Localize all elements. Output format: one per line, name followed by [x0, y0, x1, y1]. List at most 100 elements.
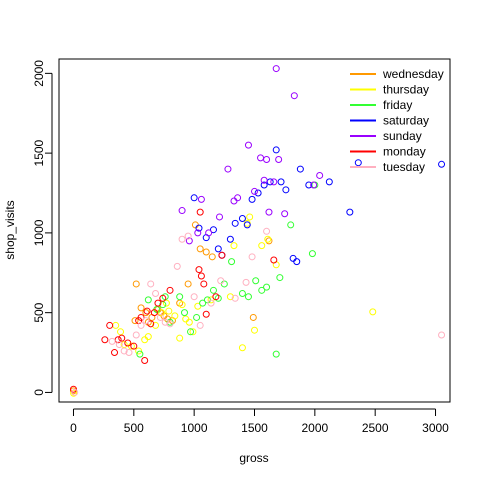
data-point-saturday [438, 160, 446, 168]
data-point-saturday [354, 159, 362, 167]
data-point-friday [258, 286, 266, 294]
data-point-saturday [272, 146, 280, 154]
data-point-saturday [325, 178, 333, 186]
data-point-monday [154, 299, 162, 307]
y-tick-label: 1500 [32, 139, 46, 166]
data-point-monday [118, 334, 126, 342]
data-point-thursday [176, 334, 184, 342]
data-point-wednesday [208, 253, 216, 261]
data-point-thursday [194, 302, 202, 310]
legend-label-friday: friday [383, 98, 412, 112]
data-point-friday [287, 221, 295, 229]
data-point-monday [124, 339, 132, 347]
data-point-sunday [185, 237, 193, 245]
data-point-friday [252, 277, 260, 285]
data-point-friday [308, 250, 316, 258]
data-point-thursday [158, 309, 166, 317]
data-point-saturday [231, 219, 239, 227]
x-tick-label: 500 [124, 421, 144, 435]
y-tick-label: 500 [32, 302, 46, 322]
data-point-monday [143, 307, 151, 315]
data-point-saturday [243, 221, 251, 229]
data-point-sunday [272, 65, 280, 73]
data-point-friday [209, 286, 217, 294]
y-tick-label: 2000 [32, 60, 46, 87]
data-point-monday [196, 208, 204, 216]
data-point-friday [203, 296, 211, 304]
data-point-saturday [296, 165, 304, 173]
data-point-thursday [238, 344, 246, 352]
data-point-thursday [246, 213, 254, 221]
data-point-sunday [230, 197, 238, 205]
data-point-sunday [281, 210, 289, 218]
data-point-friday [228, 258, 236, 266]
data-point-thursday [117, 328, 125, 336]
x-tick-label: 3000 [422, 421, 449, 435]
data-point-saturday [346, 208, 354, 216]
data-point-saturday [190, 194, 198, 202]
data-point-thursday [141, 336, 149, 344]
data-point-friday [263, 283, 271, 291]
data-point-tuesday [207, 299, 215, 307]
data-point-saturday [226, 235, 234, 243]
data-point-thursday [70, 389, 78, 397]
data-point-thursday [178, 301, 186, 309]
data-point-monday [111, 349, 119, 357]
data-point-monday [200, 280, 208, 288]
data-point-thursday [135, 347, 143, 355]
data-point-friday [220, 280, 228, 288]
data-point-sunday [316, 171, 324, 179]
data-point-tuesday [173, 262, 181, 270]
y-axis: 0 500 1000 1500 2000 [32, 60, 53, 396]
x-tick-label: 2500 [362, 421, 389, 435]
legend-label-tuesday: tuesday [383, 160, 425, 174]
data-point-tuesday [242, 278, 250, 286]
data-point-sunday [194, 229, 202, 237]
data-point-wednesday [196, 245, 204, 253]
data-point-thursday [258, 242, 266, 250]
data-point-monday [197, 272, 205, 280]
data-point-tuesday [248, 253, 256, 261]
data-point-wednesday [137, 304, 145, 312]
data-point-sunday [310, 181, 318, 189]
data-point-sunday [270, 178, 278, 186]
legend-label-saturday: saturday [383, 114, 429, 128]
data-point-monday [202, 310, 210, 318]
legend-label-wednesday: wednesday [382, 67, 444, 81]
data-point-tuesday [217, 277, 225, 285]
data-point-friday [181, 309, 189, 317]
data-point-friday [193, 313, 201, 321]
x-tick-label: 1500 [241, 421, 268, 435]
data-point-saturday [248, 195, 256, 203]
y-tick-label: 0 [32, 389, 46, 396]
data-point-sunday [224, 165, 232, 173]
data-point-sunday [197, 195, 205, 203]
data-point-monday [130, 342, 138, 350]
data-point-monday [212, 293, 220, 301]
data-point-wednesday [249, 313, 257, 321]
data-point-wednesday [202, 248, 210, 256]
data-point-tuesday [178, 235, 186, 243]
y-tick-label: 1000 [32, 219, 46, 246]
data-point-monday [166, 286, 174, 294]
data-point-monday [270, 256, 278, 264]
data-point-tuesday [147, 280, 155, 288]
data-point-sunday [205, 229, 213, 237]
legend-label-monday: monday [383, 145, 426, 159]
data-point-sunday [263, 156, 271, 164]
x-tick-label: 0 [70, 421, 77, 435]
data-point-friday [176, 293, 184, 301]
data-point-sunday [257, 154, 265, 162]
data-point-tuesday [132, 331, 140, 339]
x-axis-label: gross [239, 451, 268, 465]
legend-label-sunday: sunday [383, 129, 422, 143]
data-point-monday [69, 385, 77, 393]
data-point-monday [106, 321, 114, 329]
data-point-saturday [214, 245, 222, 253]
data-point-thursday [230, 242, 238, 250]
data-point-tuesday [184, 232, 192, 240]
data-point-friday [244, 293, 252, 301]
data-point-monday [137, 313, 145, 321]
data-point-wednesday [132, 280, 140, 288]
